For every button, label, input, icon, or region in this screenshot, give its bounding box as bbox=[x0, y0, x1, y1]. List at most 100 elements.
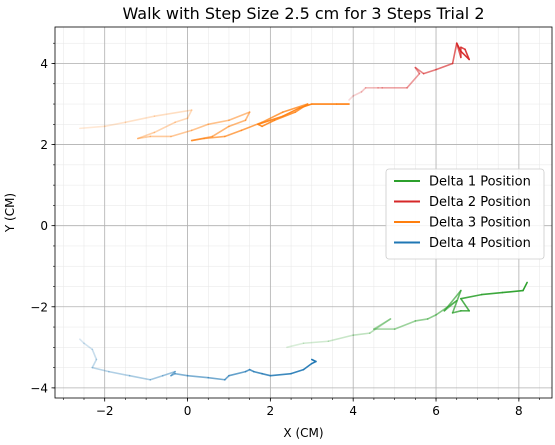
series-1-segment bbox=[451, 310, 462, 314]
series-4-segment bbox=[207, 376, 226, 381]
series-1-path bbox=[286, 281, 528, 349]
x-axis-label: X (CM) bbox=[283, 426, 323, 440]
series-1-segment bbox=[302, 340, 330, 345]
series-3-segment bbox=[153, 121, 176, 134]
series-2-segment bbox=[451, 42, 458, 65]
series-2-segment bbox=[348, 95, 355, 101]
series-4-segment bbox=[310, 358, 317, 363]
series-3-segment bbox=[244, 111, 251, 122]
series-4-segment bbox=[108, 370, 131, 377]
series-3-segment bbox=[273, 111, 297, 122]
series-2-segment bbox=[455, 42, 462, 53]
series-3-segment bbox=[186, 109, 193, 120]
series-4-segment bbox=[174, 372, 189, 377]
series-4-segment bbox=[228, 370, 247, 377]
plot-frame bbox=[54, 26, 553, 399]
series-4-segment bbox=[253, 370, 263, 375]
series-3-segment bbox=[211, 125, 230, 138]
series-3-segment bbox=[281, 107, 301, 118]
series-1-segment bbox=[451, 289, 462, 314]
series-3-segment bbox=[190, 137, 205, 142]
series-2-segment bbox=[352, 91, 363, 97]
series-1-segment bbox=[327, 334, 355, 343]
series-3-segment bbox=[190, 123, 210, 132]
series-2-segment bbox=[406, 72, 421, 89]
series-1-segment bbox=[501, 289, 524, 294]
series-4-segment bbox=[261, 372, 272, 377]
series-3-segment bbox=[257, 115, 284, 126]
legend: Delta 1 Position Delta 2 Position Delta 3 … bbox=[385, 168, 545, 260]
series-4-segment bbox=[83, 342, 94, 351]
series-2-segment bbox=[460, 50, 470, 61]
series-3-segment bbox=[153, 109, 193, 118]
series-4-segment bbox=[91, 348, 98, 361]
series-3-segment bbox=[261, 111, 284, 124]
series-4-segment bbox=[302, 362, 313, 371]
series-1-segment bbox=[414, 318, 429, 322]
series-3-path bbox=[79, 103, 350, 142]
series-3-segment bbox=[298, 103, 313, 109]
x-tick-label: −2 bbox=[96, 404, 114, 418]
x-tick-label: 0 bbox=[184, 404, 192, 418]
series-4-segment bbox=[128, 374, 152, 381]
series-3-segment bbox=[103, 121, 127, 128]
series-3-segment bbox=[79, 125, 106, 130]
series-2-path bbox=[348, 42, 470, 101]
series-3-segment bbox=[174, 117, 189, 124]
y-tick-label: 0 bbox=[40, 219, 48, 233]
series-1-segment bbox=[286, 342, 305, 349]
series-1-segment bbox=[522, 281, 528, 292]
series-4-segment bbox=[149, 374, 164, 381]
series-3-segment bbox=[137, 131, 156, 140]
series-4-segment bbox=[91, 366, 110, 373]
series-2-segment bbox=[360, 87, 367, 93]
y-tick-label: −2 bbox=[30, 300, 48, 314]
series-3-segment bbox=[281, 103, 309, 113]
series-1-segment bbox=[460, 293, 483, 300]
series-2-segment bbox=[435, 62, 454, 71]
series-3-segment bbox=[261, 119, 276, 128]
series-4-segment bbox=[161, 370, 176, 377]
series-4-segment bbox=[269, 372, 292, 377]
series-3-segment bbox=[170, 129, 193, 138]
series-2-segment bbox=[414, 66, 425, 75]
series-1-segment bbox=[352, 332, 371, 336]
series-1-segment bbox=[368, 318, 392, 334]
y-tick-label: 4 bbox=[40, 57, 48, 71]
legend-entry: Delta 2 Position bbox=[429, 195, 531, 210]
y-tick-label: −4 bbox=[30, 381, 48, 395]
series-3-segment bbox=[224, 129, 243, 138]
legend-entry: Delta 4 Position bbox=[429, 236, 531, 251]
legend-box bbox=[385, 168, 545, 260]
x-tick-label: 2 bbox=[267, 404, 275, 418]
series-3-segment bbox=[137, 135, 152, 140]
legend-entry: Delta 3 Position bbox=[429, 216, 531, 231]
series-4-segment bbox=[91, 358, 98, 369]
legend-entry: Delta 1 Position bbox=[429, 175, 531, 190]
series-1-segment bbox=[480, 291, 504, 296]
series-2-segment bbox=[422, 68, 437, 75]
series-4-path bbox=[79, 338, 317, 381]
y-tick-label: 2 bbox=[40, 138, 48, 152]
series-1-segment bbox=[460, 297, 470, 312]
series-4-segment bbox=[290, 368, 305, 375]
series-4-segment bbox=[224, 374, 230, 381]
x-tick-label: 4 bbox=[349, 404, 357, 418]
series-3-segment bbox=[203, 135, 226, 140]
series-1-segment bbox=[393, 320, 417, 330]
series-1-segment bbox=[426, 314, 437, 320]
x-tick-label: 6 bbox=[432, 404, 440, 418]
series-layer bbox=[79, 42, 528, 381]
ticks-layer: −2 0 2 4 6 8 −4 −2 0 2 4 bbox=[30, 42, 540, 418]
chart-title: Walk with Step Size 2.5 cm for 3 Steps T… bbox=[122, 4, 484, 23]
series-3-segment bbox=[228, 119, 247, 128]
series-1-segment bbox=[443, 289, 462, 312]
series-4-segment bbox=[79, 338, 85, 345]
series-3-segment bbox=[124, 115, 156, 124]
series-4-segment bbox=[186, 374, 210, 379]
x-tick-label: 8 bbox=[515, 404, 523, 418]
y-axis-label: Y (CM) bbox=[3, 193, 17, 233]
series-3-segment bbox=[207, 119, 230, 126]
series-1-segment bbox=[373, 318, 392, 330]
